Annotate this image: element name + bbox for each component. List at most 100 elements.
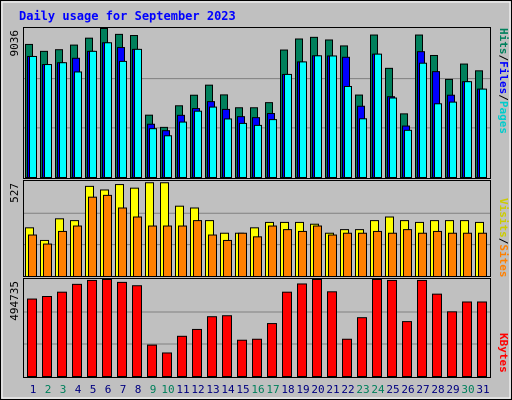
kbytes-bar — [447, 311, 457, 378]
pages-bar — [179, 121, 187, 178]
day-label: 3 — [60, 383, 67, 396]
sites-bar — [43, 243, 52, 278]
kbytes-bar — [162, 352, 172, 378]
day-label: 8 — [135, 383, 142, 396]
sites-bar — [433, 230, 442, 278]
kbytes-bar — [357, 317, 367, 377]
sites-bar — [283, 229, 292, 278]
day-label: 25 — [386, 383, 399, 396]
pages-bar — [269, 119, 277, 178]
day-label: 17 — [266, 383, 279, 396]
day-label: 12 — [191, 383, 204, 396]
day-label: 22 — [341, 383, 354, 396]
pages-bar — [419, 62, 427, 179]
hits-max-label: 9036 — [8, 30, 21, 57]
day-label: 2 — [45, 383, 52, 396]
pages-bar — [434, 103, 442, 178]
kbytes-bar — [372, 279, 382, 377]
day-label: 16 — [251, 383, 264, 396]
pages-bar — [59, 62, 67, 178]
day-label: 24 — [371, 383, 385, 396]
sites-bar — [193, 220, 202, 277]
sites-bar — [313, 225, 322, 278]
kbytes-bar — [72, 283, 82, 378]
kbytes-bar — [222, 315, 232, 378]
sites-bar — [463, 232, 472, 277]
day-label: 4 — [75, 383, 82, 396]
kbytes-bar — [402, 321, 412, 378]
kbytes-bar — [462, 301, 472, 377]
kbytes-bar — [147, 344, 157, 377]
chart-title: Daily usage for September 2023 — [19, 9, 236, 23]
kbytes-bar — [267, 323, 277, 377]
sites-bar — [358, 232, 367, 277]
pages-bar — [374, 53, 382, 178]
sites-bar — [253, 236, 262, 277]
sites-bar — [58, 230, 67, 278]
day-label: 23 — [356, 383, 369, 396]
pages-bar — [329, 55, 337, 178]
sites-bar — [388, 232, 397, 277]
sites-bar — [373, 230, 382, 278]
day-label: 26 — [401, 383, 414, 396]
kbytes-bar — [57, 291, 67, 377]
sites-bar — [133, 216, 142, 277]
pages-bar — [404, 129, 412, 178]
kbytes-bar — [342, 338, 352, 378]
day-label: 13 — [206, 383, 219, 396]
pages-bar — [449, 101, 457, 178]
day-label: 5 — [90, 383, 97, 396]
day-label: 11 — [176, 383, 189, 396]
kbytes-bar — [297, 283, 307, 377]
sites-bar — [103, 194, 112, 278]
day-label: 21 — [326, 383, 339, 396]
sites-bar — [178, 225, 187, 278]
kbytes-bar — [312, 279, 322, 377]
sites-bar — [208, 234, 217, 277]
sites-bar — [238, 232, 247, 277]
legend-sep-1: / — [497, 55, 510, 62]
kbytes-bar — [207, 316, 217, 378]
pages-bar — [389, 97, 397, 178]
pages-bar — [209, 106, 217, 178]
sites-max-label: 527 — [8, 183, 21, 203]
sites-bar — [403, 229, 412, 278]
sites-bar — [298, 230, 307, 278]
sites-bar — [418, 232, 427, 277]
legend-mid: Visits/Sites — [497, 198, 510, 278]
legend-files: Files — [497, 61, 510, 94]
legend-sep-3: / — [497, 238, 510, 245]
pages-bar — [224, 118, 232, 178]
kbytes-bar — [252, 338, 262, 378]
pages-bar — [464, 81, 472, 178]
sites-bar — [88, 196, 97, 277]
sites-bar — [118, 207, 127, 277]
day-label: 7 — [120, 383, 127, 396]
visits-sites-bars — [25, 182, 487, 278]
legend-sites: Sites — [497, 244, 510, 277]
legend-kbytes: KBytes — [497, 333, 510, 373]
legend-top: Hits/Files/Pages — [497, 28, 510, 134]
sites-bar — [223, 239, 232, 277]
day-label: 18 — [281, 383, 294, 396]
pages-bar — [164, 135, 172, 179]
kbytes-bar — [177, 335, 187, 377]
pages-bar — [104, 42, 112, 178]
legend-visits: Visits — [497, 198, 510, 238]
sites-bar — [478, 232, 487, 277]
kbytes-bar — [27, 298, 37, 378]
day-label: 27 — [416, 383, 429, 396]
day-label: 1 — [30, 383, 37, 396]
sites-bar — [328, 234, 337, 277]
day-label: 10 — [161, 383, 174, 396]
sites-bar — [28, 234, 37, 277]
pages-bar — [29, 55, 37, 179]
day-label: 29 — [446, 383, 459, 396]
pages-bar — [149, 128, 157, 179]
day-label: 31 — [476, 383, 489, 396]
sites-bar — [73, 225, 82, 278]
hits-files-pages-bars — [25, 28, 487, 179]
day-label: 30 — [461, 383, 474, 396]
